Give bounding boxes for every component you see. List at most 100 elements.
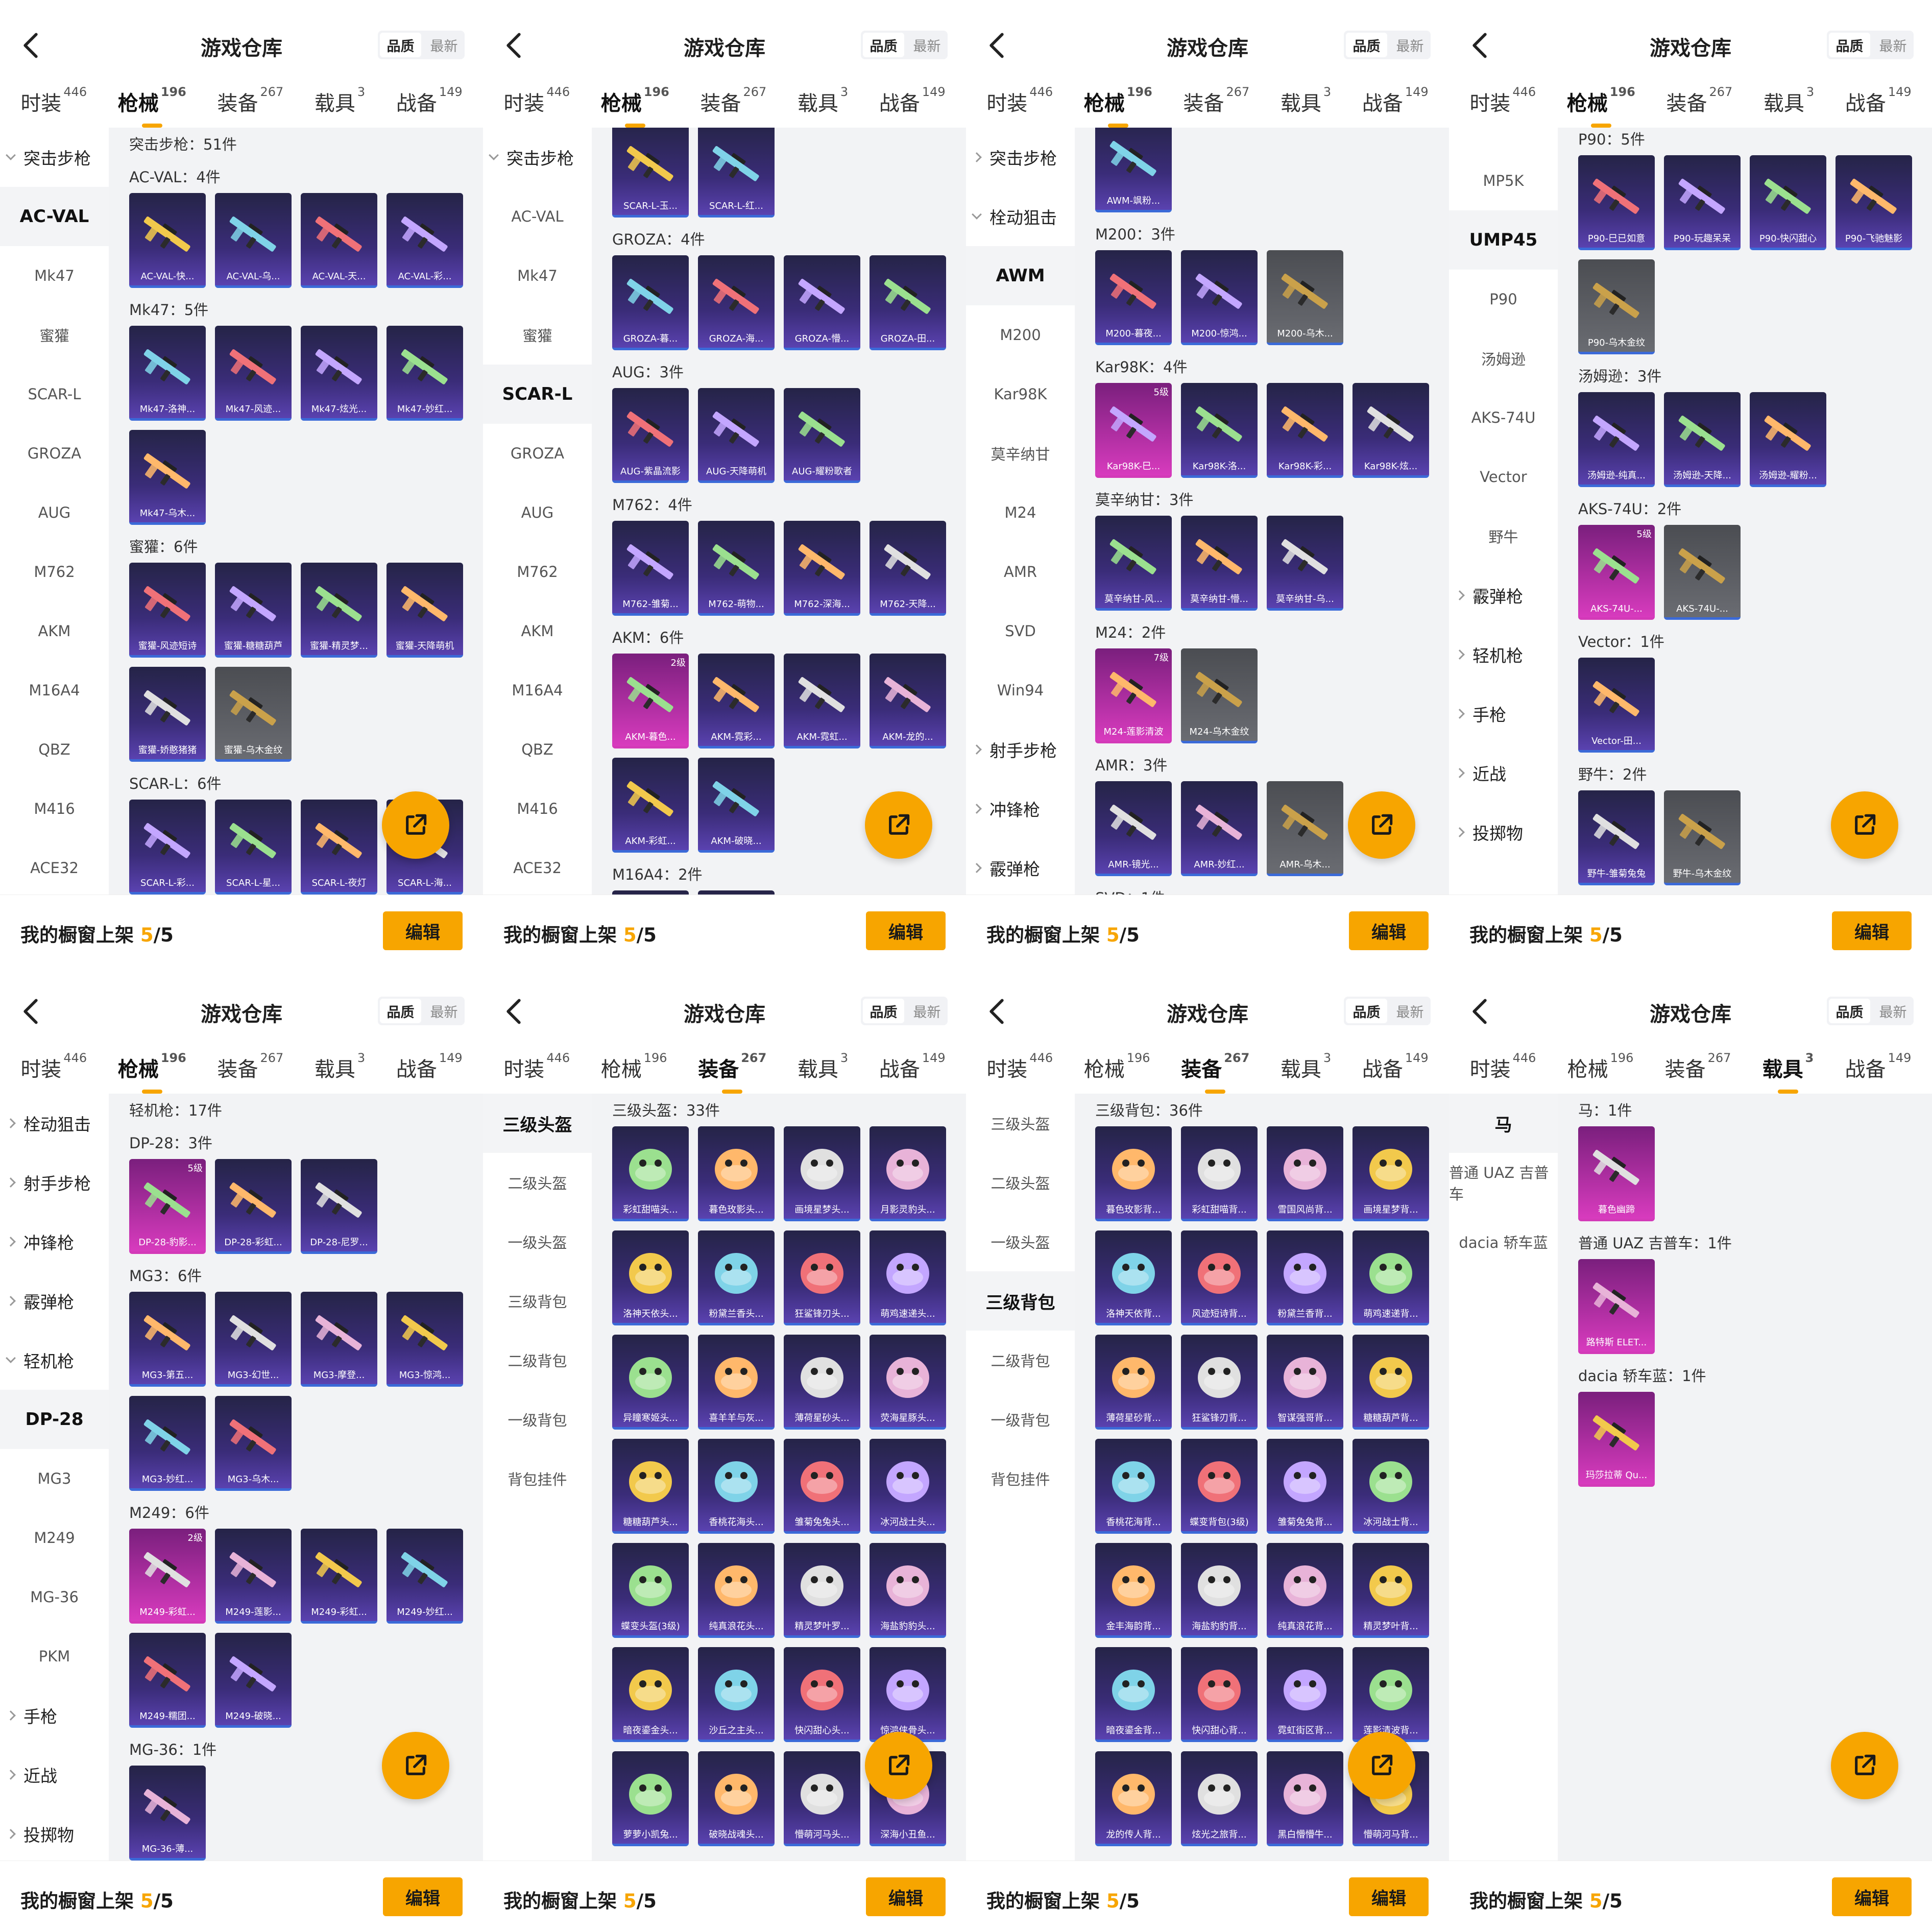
item-card[interactable]: 薄荷星砂头... xyxy=(784,1335,860,1430)
sidebar-category[interactable]: 手枪 xyxy=(1449,684,1558,743)
sidebar-item[interactable]: AWM xyxy=(966,246,1075,305)
sidebar-category[interactable]: 近战 xyxy=(1449,743,1558,803)
item-card[interactable]: 纯真浪花背... xyxy=(1267,1543,1343,1638)
sidebar-item[interactable]: M762 xyxy=(0,542,109,601)
item-card[interactable]: 香桃花海背... xyxy=(1095,1439,1172,1534)
sidebar-item[interactable]: 背包挂件 xyxy=(966,1449,1075,1508)
item-card[interactable]: 萌鸡速递头... xyxy=(870,1230,946,1325)
edit-button[interactable]: 编辑 xyxy=(1832,1877,1912,1916)
item-card[interactable]: 莫辛纳甘-乌... xyxy=(1267,516,1343,611)
item-card[interactable]: DP-28-尼罗... xyxy=(301,1159,377,1254)
sidebar-item[interactable]: 一级背包 xyxy=(966,1390,1075,1449)
item-card[interactable]: 野牛-雏菊兔兔 xyxy=(1578,790,1655,885)
sidebar-category[interactable]: 近战 xyxy=(0,1745,109,1804)
sidebar-category[interactable]: 栓动狙击 xyxy=(0,1094,109,1153)
sidebar-item[interactable]: 野牛 xyxy=(1449,506,1558,566)
item-card[interactable]: 惊鸿侠骨头... xyxy=(870,1647,946,1742)
tab-3[interactable]: 载具 3 xyxy=(1762,1043,1814,1082)
tab-4[interactable]: 战备 149 xyxy=(879,77,946,116)
tab-1[interactable]: 枪械 196 xyxy=(1084,1043,1150,1082)
tab-3[interactable]: 载具 3 xyxy=(798,77,848,116)
sidebar-category[interactable]: 冲锋枪 xyxy=(0,1212,109,1271)
item-card[interactable]: 画境星梦背... xyxy=(1353,1126,1429,1221)
back-arrow-icon[interactable] xyxy=(1464,994,1495,1029)
sidebar-item[interactable]: 三级背包 xyxy=(966,1271,1075,1331)
item-card[interactable]: 洛神天依背... xyxy=(1095,1230,1172,1325)
item-card[interactable]: DP-28-彩虹... xyxy=(215,1159,292,1254)
item-card[interactable]: 龙的传人背... xyxy=(1095,1751,1172,1846)
sidebar-item[interactable]: M16A4 xyxy=(0,661,109,720)
sort-option-quality[interactable]: 品质 xyxy=(380,33,421,57)
item-card[interactable]: 黑白懵懵牛... xyxy=(1267,1751,1343,1846)
sidebar-category[interactable]: 投掷物 xyxy=(1449,803,1558,862)
tab-4[interactable]: 战备 149 xyxy=(1845,77,1912,116)
item-card[interactable]: M24-乌木金纹 xyxy=(1181,648,1258,743)
sort-option-latest[interactable]: 最新 xyxy=(1396,1004,1424,1021)
item-card[interactable]: SCAR-L-玉... xyxy=(612,128,689,218)
item-card[interactable]: M249-糯团... xyxy=(129,1633,206,1728)
item-card[interactable]: 快闪甜心头... xyxy=(784,1647,860,1742)
item-card[interactable]: 洛神天依头... xyxy=(612,1230,689,1325)
item-card[interactable]: AWM-飒粉... xyxy=(1095,128,1172,212)
edit-button[interactable]: 编辑 xyxy=(383,1877,463,1916)
item-card[interactable]: 粉黛兰香头... xyxy=(698,1230,775,1325)
item-card[interactable]: AKM-彩虹... xyxy=(612,758,689,853)
tab-0[interactable]: 时装 446 xyxy=(986,1043,1053,1082)
item-card[interactable]: MG-36-薄... xyxy=(129,1766,206,1861)
tab-4[interactable]: 战备 149 xyxy=(1362,77,1429,116)
tab-2[interactable]: 装备 267 xyxy=(698,1043,766,1082)
sidebar-item[interactable]: AKS-74U xyxy=(1449,388,1558,447)
item-card[interactable] xyxy=(612,890,689,895)
sort-option-latest[interactable]: 最新 xyxy=(1879,38,1907,55)
sidebar-item[interactable]: DP-28 xyxy=(0,1390,109,1449)
item-card[interactable]: 破晓战魂头... xyxy=(698,1751,775,1846)
item-card[interactable]: AMR-镜光... xyxy=(1095,781,1172,876)
sidebar-item[interactable]: AKM xyxy=(483,601,592,661)
item-card[interactable]: 7级 M24-莲影清波 xyxy=(1095,648,1172,743)
item-card[interactable]: 汤姆逊-天降... xyxy=(1664,392,1741,487)
item-card[interactable]: AMR-妙红... xyxy=(1181,781,1258,876)
sidebar-category[interactable]: 轻机枪 xyxy=(1449,625,1558,684)
share-icon[interactable] xyxy=(865,791,932,859)
sidebar-item[interactable]: 马 xyxy=(1449,1094,1558,1153)
sidebar-item[interactable]: M762 xyxy=(483,542,592,601)
back-arrow-icon[interactable] xyxy=(498,28,529,63)
item-card[interactable]: 玛莎拉蒂 Qu... xyxy=(1578,1392,1655,1487)
sidebar-item[interactable]: 二级背包 xyxy=(483,1331,592,1390)
back-arrow-icon[interactable] xyxy=(1464,28,1495,63)
tab-3[interactable]: 载具 3 xyxy=(1764,77,1814,116)
item-card[interactable]: AC-VAL-彩... xyxy=(387,193,463,288)
share-icon[interactable] xyxy=(1831,791,1898,859)
item-card[interactable]: MG3-妙红... xyxy=(129,1396,206,1491)
sidebar-item[interactable]: AUG xyxy=(0,483,109,542)
tab-2[interactable]: 装备 267 xyxy=(1666,77,1732,116)
item-card[interactable]: 快闪甜心背... xyxy=(1181,1647,1258,1742)
tab-1[interactable]: 枪械 196 xyxy=(118,77,186,116)
back-arrow-icon[interactable] xyxy=(981,994,1012,1029)
sidebar-item[interactable]: ACE32 xyxy=(0,838,109,895)
sort-option-latest[interactable]: 最新 xyxy=(1879,1004,1907,1021)
tab-1[interactable]: 枪械 196 xyxy=(601,77,669,116)
item-card[interactable]: AKM-龙的... xyxy=(870,654,946,748)
back-arrow-icon[interactable] xyxy=(498,994,529,1029)
item-card[interactable]: AC-VAL-乌... xyxy=(215,193,292,288)
item-card[interactable]: 精灵梦叶背... xyxy=(1353,1543,1429,1638)
item-card[interactable]: 彩虹甜喵头... xyxy=(612,1126,689,1221)
sidebar-category[interactable]: 突击步枪 xyxy=(483,128,592,187)
item-card[interactable]: 2级 M249-彩虹... xyxy=(129,1529,206,1624)
edit-button[interactable]: 编辑 xyxy=(866,1877,946,1916)
item-card[interactable]: Kar98K-彩... xyxy=(1267,383,1343,478)
sort-option-latest[interactable]: 最新 xyxy=(430,1004,458,1021)
tab-0[interactable]: 时装 446 xyxy=(503,1043,570,1082)
tab-2[interactable]: 装备 267 xyxy=(1181,1043,1249,1082)
sort-option-latest[interactable]: 最新 xyxy=(1396,38,1424,55)
tab-0[interactable]: 时装 446 xyxy=(503,77,570,116)
share-icon[interactable] xyxy=(1348,791,1415,859)
item-card[interactable]: 暮色幽蹄 xyxy=(1578,1126,1655,1221)
sidebar-item[interactable]: AC-VAL xyxy=(0,187,109,246)
sidebar-item[interactable]: 三级头盔 xyxy=(483,1094,592,1153)
item-card[interactable]: M200-乌木... xyxy=(1267,250,1343,345)
sort-option-quality[interactable]: 品质 xyxy=(1346,999,1387,1023)
item-card[interactable]: 海盐豹豹背... xyxy=(1181,1543,1258,1638)
sort-toggle[interactable]: 品质 最新 xyxy=(861,997,948,1025)
